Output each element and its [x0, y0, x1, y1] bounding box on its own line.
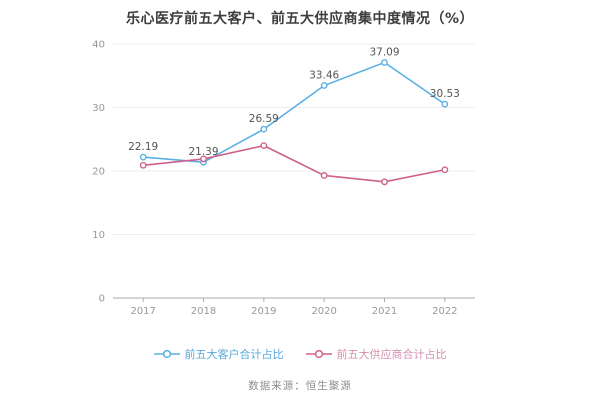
svg-text:2022: 2022 [432, 306, 457, 317]
legend-label-supplier: 前五大供应商合计占比 [336, 348, 447, 361]
svg-text:26.59: 26.59 [249, 113, 279, 125]
svg-text:2018: 2018 [191, 306, 216, 317]
svg-text:22.19: 22.19 [128, 141, 158, 153]
svg-text:2020: 2020 [311, 306, 336, 317]
chart-title: 乐心医疗前五大客户、前五大供应商集中度情况（%） [125, 11, 475, 27]
legend-marker-customer-icon [153, 349, 180, 359]
svg-text:2021: 2021 [372, 306, 397, 317]
legend-item-supplier[interactable]: 前五大供应商合计占比 [305, 346, 447, 362]
svg-text:30: 30 [92, 103, 105, 114]
svg-text:2017: 2017 [130, 306, 155, 317]
svg-text:0: 0 [99, 294, 105, 305]
data-source-note: 数据来源：恒生聚源 [248, 380, 352, 392]
svg-text:21.39: 21.39 [188, 146, 218, 158]
svg-text:2019: 2019 [251, 306, 276, 317]
line-chart-plot: 0 10 20 30 40 2017 2018 2019 2020 2021 2022 22.19 21… [92, 40, 475, 317]
svg-text:30.53: 30.53 [430, 88, 460, 100]
svg-text:10: 10 [92, 230, 105, 241]
legend-label-customer: 前五大客户合计占比 [184, 348, 284, 361]
chart-legend: 前五大客户合计占比 前五大供应商合计占比 [0, 346, 600, 362]
legend-marker-supplier-icon [305, 349, 332, 359]
svg-text:20: 20 [92, 167, 105, 178]
legend-item-customer[interactable]: 前五大客户合计占比 [153, 346, 284, 362]
svg-text:37.09: 37.09 [369, 46, 399, 58]
svg-text:33.46: 33.46 [309, 70, 339, 82]
svg-text:40: 40 [92, 40, 105, 51]
